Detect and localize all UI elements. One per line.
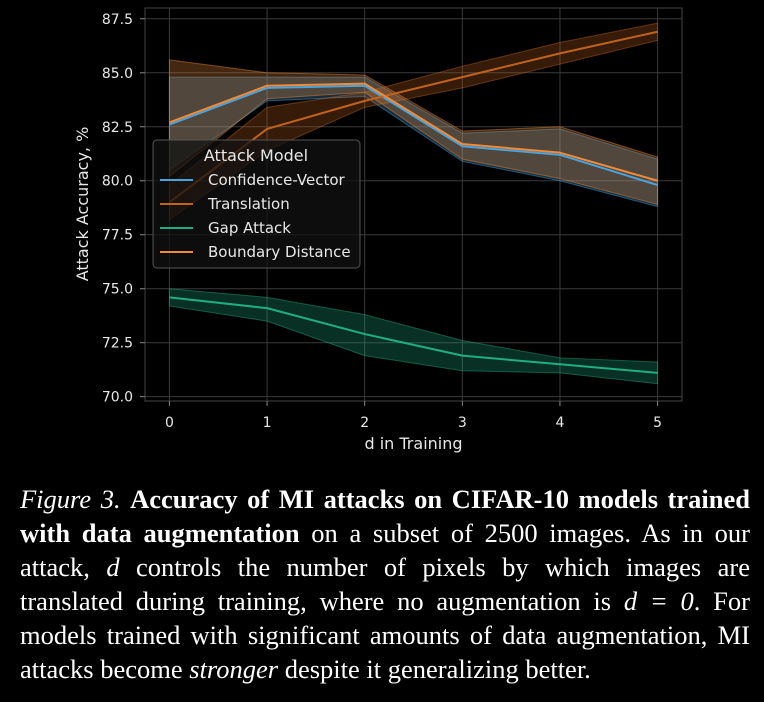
x-tick-label: 3 [458,415,467,431]
x-tick-label: 0 [165,415,174,431]
series-lines [168,30,658,374]
y-tick-label: 82.5 [102,120,133,136]
y-tick-label: 87.5 [102,12,133,28]
boundary-distance-line [169,82,658,182]
legend-item-translation: Translation [160,195,290,213]
y-tick-label: 72.5 [102,336,133,352]
legend-label: Boundary Distance [208,243,351,261]
y-tick-label: 85.0 [102,66,133,82]
legend-box [152,139,361,269]
y-axis-label: Attack Accuracy, % [73,127,92,282]
x-tick-label: 4 [555,415,564,431]
y-tick-label: 80.0 [102,174,133,190]
caption-text-1: on a subset of 2500 images. As in our at… [20,518,750,582]
legend-item-boundary-distance: Boundary Distance [160,243,351,261]
gap-attack-band [168,288,659,385]
caption-text-4: despite it generalizing better. [278,654,591,684]
y-tick-label: 70.0 [102,390,133,406]
legend-label: Confidence-Vector [208,171,346,189]
gap-attack-line [169,296,658,374]
caption-equation: d = 0 [623,586,694,616]
x-tick-label: 2 [360,415,369,431]
legend-title: Attack Model [204,146,308,165]
caption-emph: stronger [189,654,279,684]
caption-var-d: d [106,552,120,582]
caption-label: Figure 3. [20,484,121,514]
x-axis-ticks: 0 1 2 3 4 5 [165,401,662,431]
confidence-vector-band [168,76,659,208]
boundary-distance-band [168,59,659,206]
x-tick-label: 5 [653,415,662,431]
legend-label: Translation [207,195,290,213]
caption-text-2: controls the number of pixels by which i… [20,552,751,616]
confidence-vector-line [169,84,658,187]
caption-text-3: . For models trained with significant am… [20,586,750,684]
figure-caption: Figure 3. Accuracy of MI attacks on CIFA… [20,482,750,686]
x-tick-label: 1 [263,415,272,431]
legend-label: Gap Attack [208,219,291,237]
legend-item-gap-attack: Gap Attack [160,219,291,237]
caption-bold: Accuracy of MI attacks on CIFAR-10 model… [20,484,750,548]
x-axis-label: d in Training [364,434,462,453]
legend-item-confidence-vector: Confidence-Vector [160,171,346,189]
y-tick-label: 77.5 [102,228,133,244]
legend: Attack Model Confidence-Vector Translatio… [152,139,361,269]
legend-items: Confidence-Vector Translation Gap Attack Bo… [160,171,351,261]
y-tick-label: 75.0 [102,282,133,298]
y-axis-ticks: 70.0 72.5 75.0 77.5 80.0 82.5 85.0 87.5 [102,12,145,406]
